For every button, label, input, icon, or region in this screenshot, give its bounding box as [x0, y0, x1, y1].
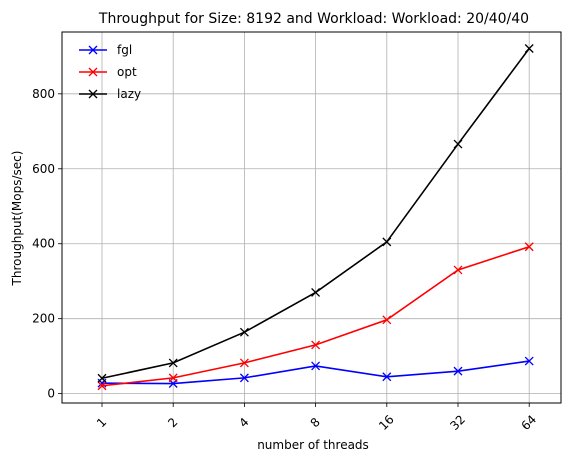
legend-label-lazy: lazy [117, 87, 141, 101]
plot-area-frame [61, 31, 562, 404]
legend-marker-fgl [88, 45, 98, 55]
legend-item-opt: opt [79, 65, 137, 79]
data-point-fgl [382, 372, 392, 382]
data-point-fgl [524, 356, 534, 366]
data-point-lazy [97, 373, 107, 383]
data-point-opt [168, 373, 178, 383]
x-axis-label: number of threads [257, 438, 369, 452]
legend-marker-opt [88, 67, 98, 77]
series-opt [97, 242, 534, 391]
series-lazy [97, 44, 534, 383]
y-tick-label: 400 [32, 237, 55, 251]
legend-item-lazy: lazy [79, 87, 141, 101]
data-point-lazy [311, 287, 321, 297]
data-point-fgl [311, 361, 321, 371]
chart-title: Throughput for Size: 8192 and Workload: … [98, 11, 529, 27]
legend-marker-lazy [88, 89, 98, 99]
series-layer [97, 44, 534, 391]
data-point-opt [97, 381, 107, 391]
y-tick-label: 800 [32, 87, 55, 101]
legend-item-fgl: fgl [79, 43, 132, 57]
data-point-lazy [382, 237, 392, 247]
data-point-fgl [239, 373, 249, 383]
y-axis-label: Throughput(Mops/sec) [10, 151, 24, 287]
data-point-fgl [453, 366, 463, 376]
data-point-lazy [239, 327, 249, 337]
legend-label-opt: opt [117, 65, 137, 79]
data-point-lazy [168, 358, 178, 368]
legend-label-fgl: fgl [117, 43, 132, 57]
y-tick-label: 600 [32, 162, 55, 176]
data-point-opt [311, 340, 321, 350]
y-axis-ticks: 0 200 400 600 800 [32, 87, 62, 401]
y-tick-label: 0 [47, 387, 55, 401]
y-tick-label: 200 [32, 312, 55, 326]
data-point-lazy [453, 139, 463, 149]
data-point-opt [453, 265, 463, 275]
data-point-lazy [524, 44, 534, 53]
data-point-opt [382, 315, 392, 325]
data-point-opt [239, 358, 249, 368]
legend: fgl opt lazy [79, 43, 141, 101]
data-point-opt [524, 242, 534, 252]
grid [62, 32, 561, 403]
